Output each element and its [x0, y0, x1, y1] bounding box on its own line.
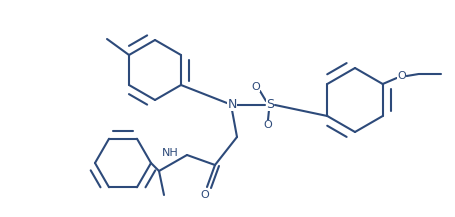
- Text: O: O: [251, 82, 260, 92]
- Text: O: O: [263, 120, 272, 130]
- Text: N: N: [227, 99, 236, 112]
- Text: NH: NH: [162, 148, 179, 158]
- Text: O: O: [200, 190, 209, 200]
- Text: O: O: [396, 71, 405, 81]
- Text: S: S: [265, 99, 273, 112]
